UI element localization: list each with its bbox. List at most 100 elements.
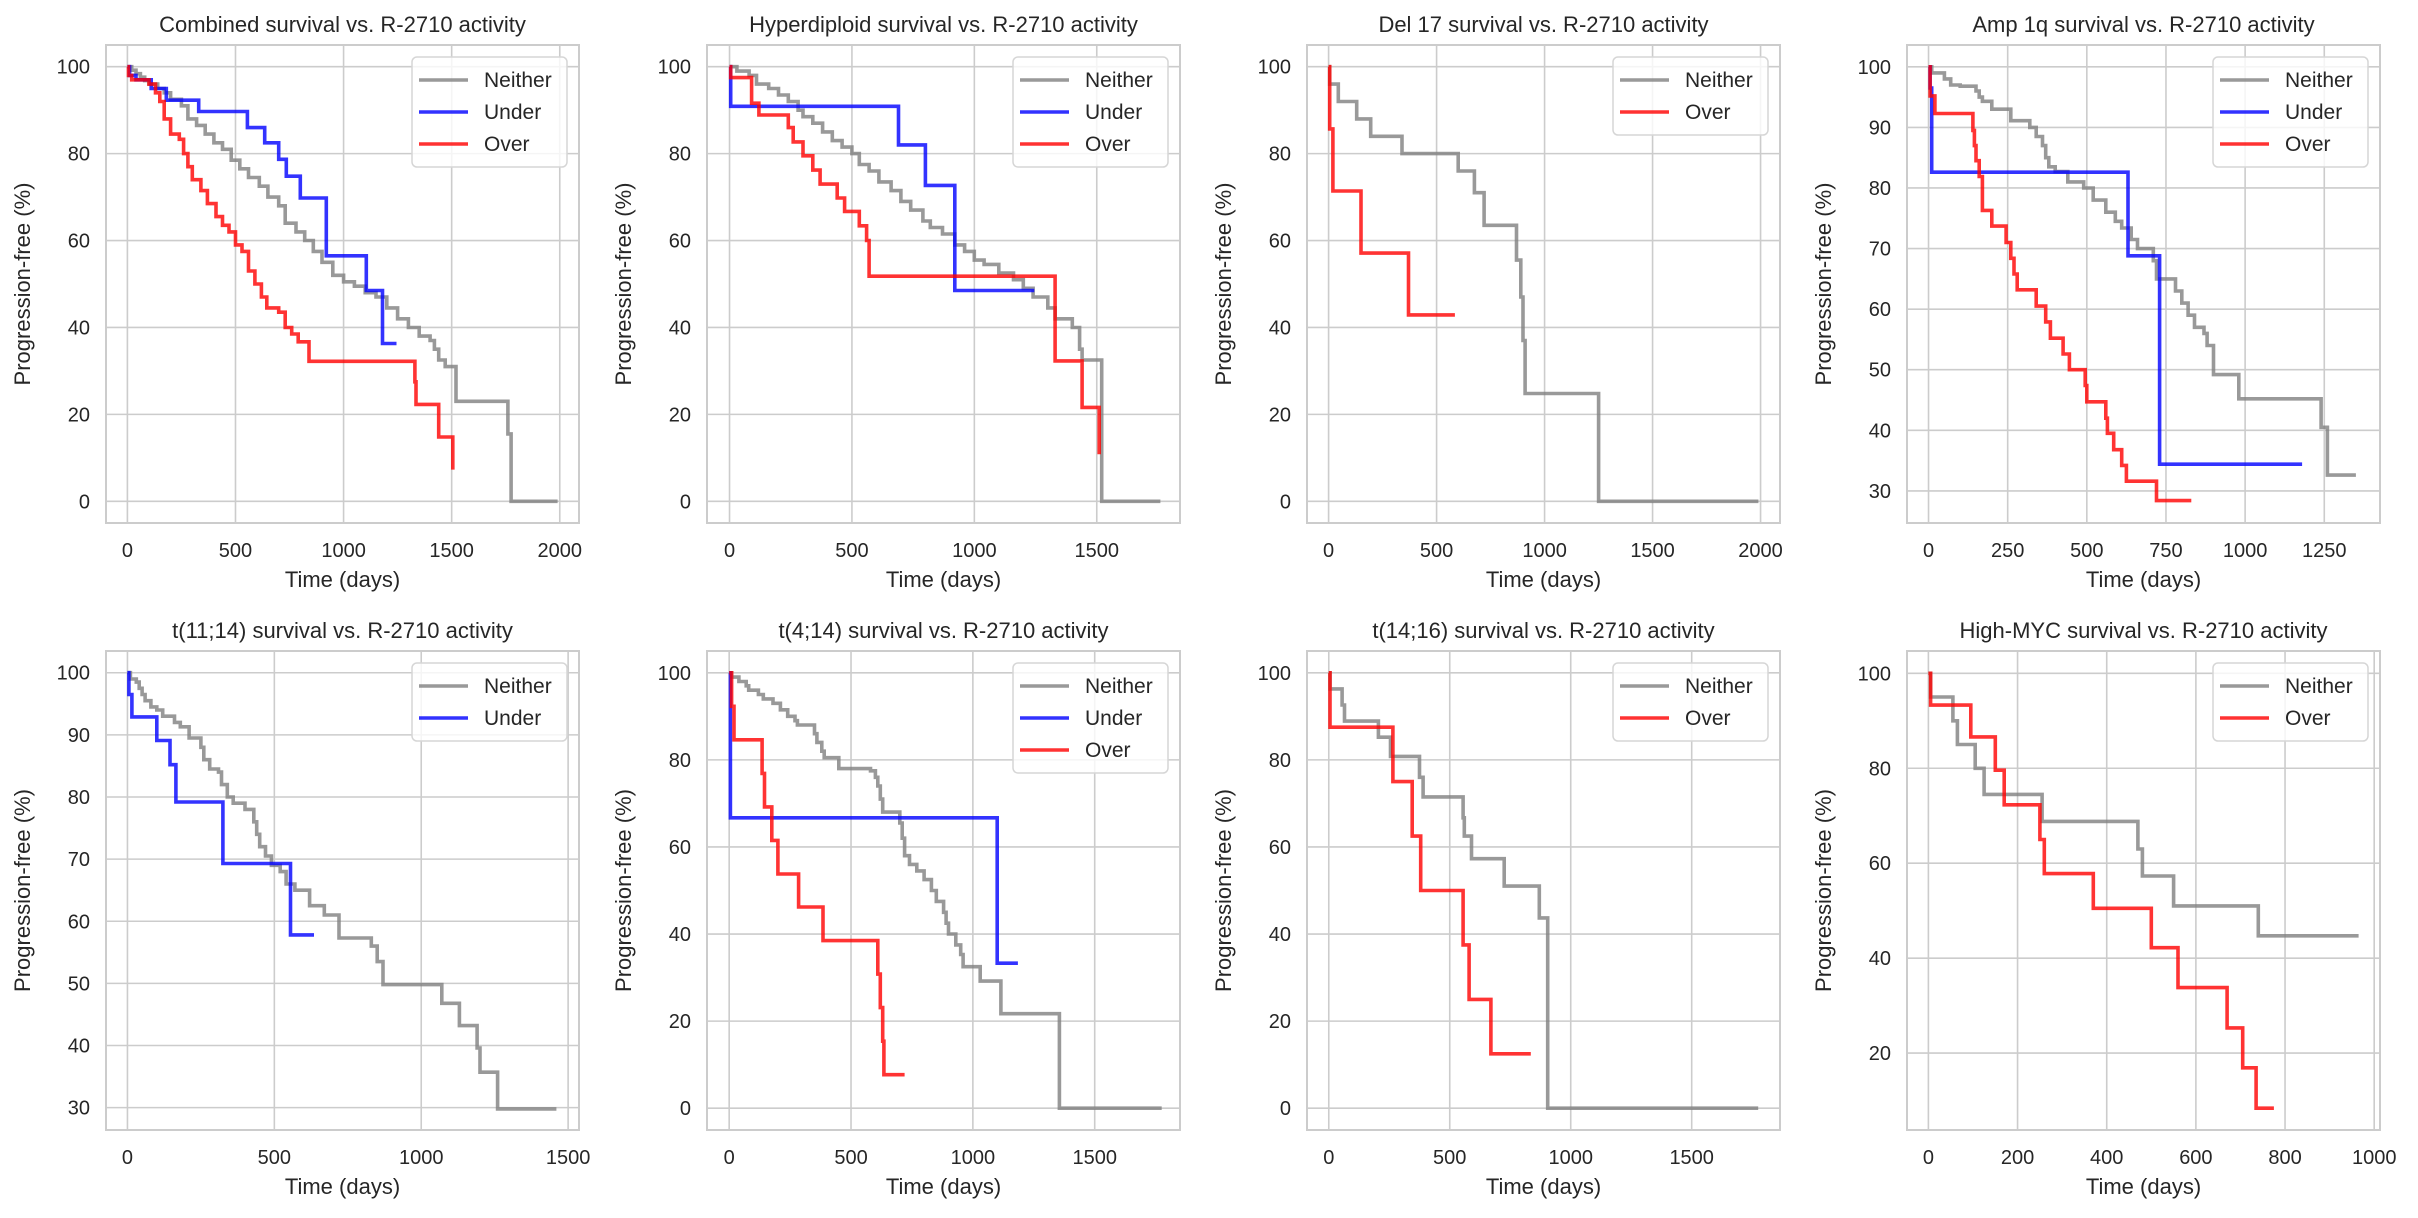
survival-curve-under [127, 64, 397, 346]
y-axis-label: Progression-free (%) [611, 789, 636, 992]
legend: Neither Under Over [2212, 56, 2369, 168]
legend-label-neither: Neither [2285, 69, 2353, 92]
y-tick-label: 40 [669, 317, 691, 339]
chart-title: t(11;14) survival vs. R-2710 activity [172, 618, 513, 643]
axes-frame [706, 650, 1181, 1131]
axes-frame [706, 44, 1181, 524]
x-tick-label: 1500 [1072, 1147, 1117, 1169]
x-tick-label: 0 [1323, 1147, 1334, 1169]
y-tick-label: 20 [1269, 404, 1291, 426]
y-tick-label: 0 [680, 1098, 691, 1120]
legend-label-under: Under [1085, 101, 1142, 124]
y-tick-label: 60 [1269, 231, 1291, 253]
y-axis-label: Progression-free (%) [611, 183, 636, 386]
legend-box [411, 56, 568, 168]
chart-panel: 0 250 500 750 1000 1250 30 40 50 60 70 80 90 100 Amp 1… [1811, 12, 2381, 592]
x-tick-label: 1500 [1669, 1147, 1714, 1169]
y-axis-label: Progression-free (%) [1811, 789, 1836, 992]
y-tick-label: 20 [1269, 1011, 1291, 1033]
x-axis-label: Time (days) [285, 567, 400, 592]
survival-curve-over [1928, 65, 2192, 503]
y-tick-label: 90 [68, 725, 90, 747]
chart-panel: 0 500 1000 1500 0 20 40 60 80 100 t(4;14) survival… [611, 618, 1181, 1199]
y-tick-label: 80 [669, 750, 691, 772]
survival-curve-neither [729, 671, 1162, 1110]
y-tick-label: 30 [1869, 481, 1891, 503]
y-tick-label: 0 [1280, 491, 1291, 513]
chart-title: High-MYC survival vs. R-2710 activity [1960, 618, 2328, 643]
y-tick-label: 40 [669, 924, 691, 946]
y-tick-label: 40 [1269, 317, 1291, 339]
x-tick-label: 500 [1433, 1147, 1466, 1169]
legend-label-neither: Neither [484, 69, 552, 92]
y-tick-label: 80 [1869, 758, 1891, 780]
survival-curve-over [1928, 671, 2274, 1110]
x-tick-label: 1000 [952, 540, 997, 562]
legend-label-neither: Neither [1085, 69, 1153, 92]
legend-label-under: Under [1085, 707, 1142, 730]
x-tick-label: 500 [2070, 540, 2103, 562]
y-tick-label: 70 [68, 849, 90, 871]
survival-curve-over [126, 64, 455, 470]
legend-box [2212, 56, 2369, 168]
legend: Neither Under Over [1012, 56, 1169, 168]
legend-label-under: Under [484, 101, 541, 124]
legend: Neither Under [411, 662, 568, 742]
chart-title: Hyperdiploid survival vs. R-2710 activit… [749, 12, 1138, 37]
legend-box [2212, 662, 2369, 742]
y-tick-label: 100 [1258, 57, 1291, 79]
y-tick-label: 100 [1858, 57, 1891, 79]
legend-label-over: Over [2285, 133, 2331, 156]
survival-curve-over [728, 64, 1101, 455]
x-tick-label: 2000 [538, 540, 583, 562]
y-tick-label: 60 [1869, 299, 1891, 321]
chart-panel: 0 200 400 600 800 1000 20 40 60 80 100 High-MYC sur… [1811, 618, 2396, 1199]
x-tick-label: 500 [834, 1147, 867, 1169]
x-tick-label: 750 [2149, 540, 2182, 562]
y-tick-label: 80 [1869, 178, 1891, 200]
y-tick-label: 40 [68, 1036, 90, 1058]
y-axis-label: Progression-free (%) [1811, 183, 1836, 386]
survival-curve-under [127, 670, 314, 937]
y-tick-label: 100 [57, 57, 90, 79]
y-tick-label: 60 [1269, 837, 1291, 859]
survival-curve-over [1327, 64, 1455, 317]
legend-box [1012, 56, 1169, 168]
x-tick-label: 0 [1923, 540, 1934, 562]
y-tick-label: 60 [669, 837, 691, 859]
legend: Neither Over [1612, 662, 1769, 742]
legend-label-over: Over [1685, 101, 1731, 124]
x-tick-label: 0 [122, 1147, 133, 1169]
x-tick-label: 800 [2268, 1147, 2301, 1169]
axes-frame [1306, 44, 1781, 524]
y-tick-label: 0 [79, 491, 90, 513]
survival-curve-neither [729, 64, 1161, 504]
y-tick-label: 80 [68, 144, 90, 166]
legend-label-over: Over [1085, 739, 1131, 762]
x-axis-label: Time (days) [886, 567, 1001, 592]
y-tick-label: 80 [669, 144, 691, 166]
legend-box [1612, 56, 1769, 136]
y-tick-label: 80 [1269, 750, 1291, 772]
chart-title: t(4;14) survival vs. R-2710 activity [778, 618, 1108, 643]
y-axis-label: Progression-free (%) [1211, 183, 1236, 386]
legend: Neither Over [1612, 56, 1769, 136]
survival-curve-neither [127, 64, 558, 504]
y-tick-label: 100 [57, 663, 90, 685]
y-tick-label: 100 [658, 57, 691, 79]
survival-curve-neither [1328, 671, 1759, 1110]
x-tick-label: 0 [1323, 540, 1334, 562]
chart-panel: 0 500 1000 1500 0 20 40 60 80 100 Hyperdiploid sur… [611, 12, 1181, 592]
x-axis-label: Time (days) [285, 1174, 400, 1199]
x-tick-label: 1500 [1630, 540, 1675, 562]
x-tick-label: 0 [122, 540, 133, 562]
y-tick-label: 60 [1869, 853, 1891, 875]
y-axis-label: Progression-free (%) [1211, 789, 1236, 992]
legend: Neither Under Over [1012, 662, 1169, 774]
y-tick-label: 80 [1269, 144, 1291, 166]
axes-frame [105, 44, 580, 524]
x-tick-label: 1000 [2223, 540, 2268, 562]
chart-title: t(14;16) survival vs. R-2710 activity [1372, 618, 1714, 643]
x-tick-label: 1500 [1075, 540, 1120, 562]
legend-label-over: Over [1685, 707, 1731, 730]
